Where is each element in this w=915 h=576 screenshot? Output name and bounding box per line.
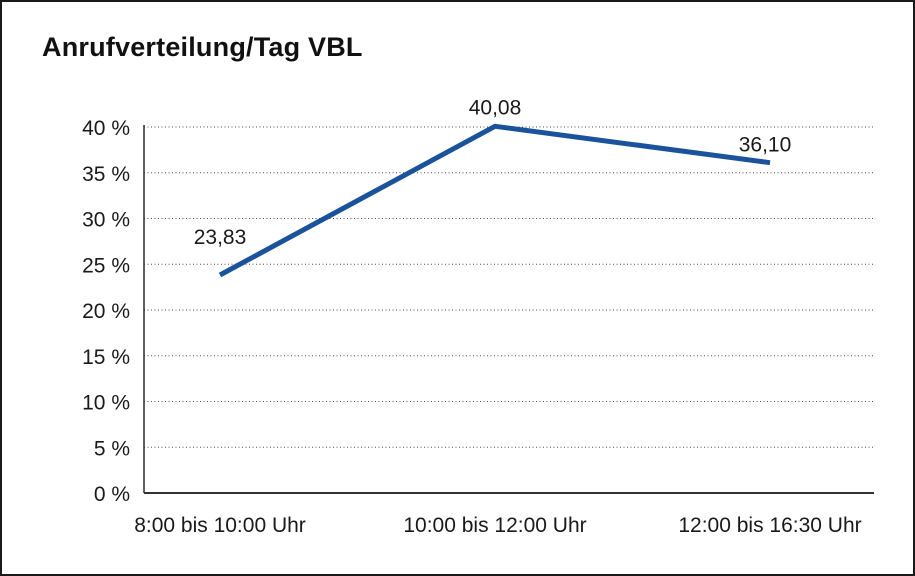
data-point-label: 40,08 [469, 96, 522, 119]
data-line [218, 123, 771, 278]
y-tick-label: 40 % [82, 117, 130, 140]
y-tick-label: 30 % [82, 209, 130, 232]
y-tick-label: 35 % [82, 163, 130, 186]
y-tick-label: 0 % [94, 483, 130, 506]
x-category-label: 10:00 bis 12:00 Uhr [403, 514, 586, 537]
x-category-label: 12:00 bis 16:30 Uhr [678, 514, 861, 537]
chart-title: Anrufverteilung/Tag VBL [42, 32, 363, 62]
y-tick-label: 5 % [94, 437, 130, 460]
y-tick-label: 10 % [82, 392, 130, 415]
x-category-label: 8:00 bis 10:00 Uhr [134, 514, 306, 537]
y-tick-label: 25 % [82, 254, 130, 277]
data-point-label: 23,83 [194, 226, 247, 249]
y-tick-label: 20 % [82, 300, 130, 323]
data-point-label: 36,10 [739, 134, 792, 157]
y-tick-label: 15 % [82, 346, 130, 369]
